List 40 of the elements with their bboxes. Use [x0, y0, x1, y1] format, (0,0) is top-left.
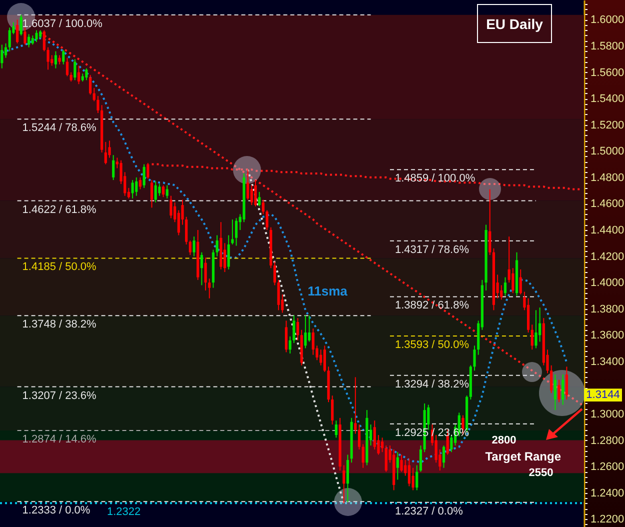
series-label: 1.3748 / 38.2%	[22, 318, 97, 331]
text: EU Daily	[477, 4, 552, 43]
series-label: 1.2327 / 0.0%	[394, 505, 464, 518]
y-tick-label: 1.5800	[590, 40, 624, 52]
y-tick-label: 1.5600	[590, 66, 624, 79]
series-label: 1.4317 / 78.6%	[394, 244, 470, 256]
series-label: 1.3207 / 23.6%	[22, 390, 97, 402]
series-label: 1.3593 / 50.0%	[394, 339, 470, 352]
y-tick-label: 1.4000	[590, 277, 624, 290]
annotation: 2800	[492, 434, 516, 446]
y-tick-label: 1.3800	[590, 303, 624, 316]
y-tick-label: 1.2600	[590, 461, 624, 474]
y-tick-label: 1.4400	[590, 224, 624, 236]
y-tick-label: 1.4800	[590, 172, 624, 184]
series-label: 1.3892 / 61.8%	[394, 300, 470, 312]
y-tick-label: 1.6000	[590, 14, 624, 26]
y-tick-label: 1.2200	[590, 514, 624, 526]
series-label: 1.4859 / 100.0%	[394, 172, 476, 185]
series-label: 1.4185 / 50.0%	[22, 261, 97, 274]
ref-line-label: 1.2322	[107, 506, 141, 518]
y-tick-label: 1.3600	[590, 330, 624, 342]
y-tick-label: 1.3000	[590, 408, 624, 420]
series-label: 1.2333 / 0.0%	[22, 504, 90, 517]
band-label: Target Range	[485, 450, 562, 464]
series-label: 11sma	[308, 284, 348, 299]
series-label: 1.2874 / 14.6%	[22, 434, 97, 446]
series-label: 1.6037 / 100.0%	[22, 18, 103, 30]
annotation: 1.3144	[586, 389, 620, 402]
annotation: 2550	[528, 467, 554, 480]
y-tick-label: 1.2400	[590, 487, 624, 500]
y-tick-label: 1.3400	[590, 356, 624, 368]
series-label: 1.4622 / 61.8%	[22, 204, 97, 216]
series-label: 1.5244 / 78.6%	[22, 122, 97, 134]
y-tick-label: 1.4200	[590, 250, 624, 263]
y-tick-label: 1.5400	[590, 93, 624, 106]
y-tick-label: 1.5000	[590, 146, 624, 158]
y-tick-label: 1.4600	[590, 198, 624, 210]
series-label: 1.3294 / 38.2%	[394, 378, 470, 390]
y-tick-label: 1.5200	[590, 119, 624, 132]
y-tick-label: 1.2800	[590, 434, 624, 447]
